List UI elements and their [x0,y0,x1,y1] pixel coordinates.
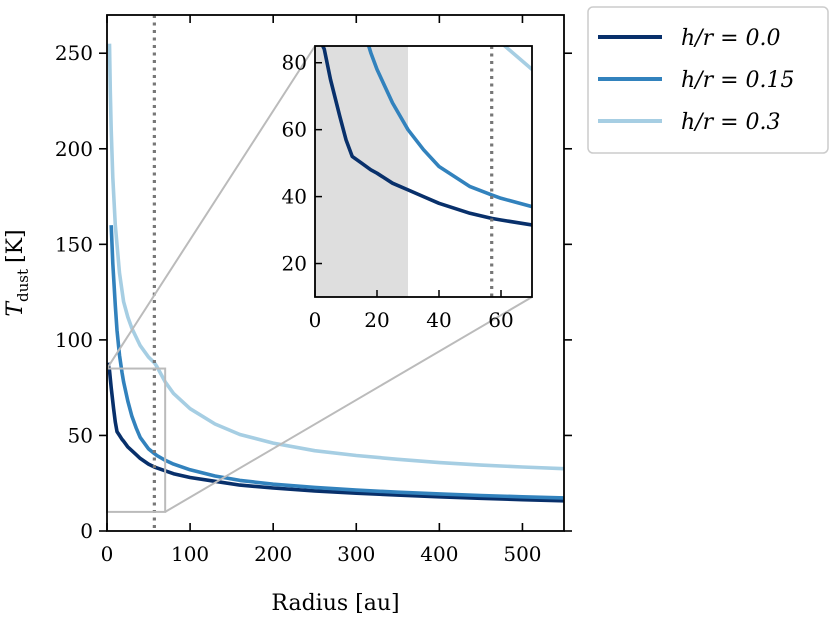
y-axis-title-subscript: dust [14,269,32,302]
x-tick-label-1: 100 [171,542,209,566]
x-tick-label-3: 300 [337,542,375,566]
inset-x-tick-label-0: 0 [309,308,322,332]
inset-x-tick-label-3: 60 [488,308,513,332]
main-axes-frame [106,14,565,532]
legend-label-1: h/r = 0.15 [681,68,795,93]
zoom-connector-top [106,45,316,370]
zoom-box [106,367,167,513]
x-axis-title: Radius [au] [271,591,399,616]
inset-x-tick-label-2: 40 [426,308,451,332]
series-line-0 [107,362,564,503]
legend: h/r = 0.0 h/r = 0.15 h/r = 0.3 [587,6,829,154]
y-axis-title-unit: [K] [3,229,28,263]
y-tick-label-1: 50 [68,423,93,447]
inset-y-tick-label-2: 60 [282,118,307,142]
legend-frame [587,6,829,154]
x-tick-label-0: 0 [101,542,114,566]
inset-plot-area: 0 20 40 60 20 40 60 80 [282,45,533,332]
inset-y-tick-label-1: 40 [282,185,307,209]
y-axis-title-symbol: T [3,300,28,317]
series-line-1 [109,225,564,500]
inset-y-tick-label-0: 20 [282,252,307,276]
inset-series-line-0 [320,46,532,227]
y-tick-label-2: 100 [55,328,93,352]
inset-axes-frame [314,45,533,298]
inset-series-line-2 [502,46,532,72]
inset-y-tick-label-3: 80 [282,51,307,75]
y-tick-label-4: 200 [55,137,93,161]
y-tick-label-5: 250 [55,41,93,65]
x-tick-label-5: 500 [503,542,541,566]
svg-text:Tdust[K]: Tdust [K] [3,229,32,316]
legend-label-2: h/r = 0.3 [681,110,781,135]
series-line-2 [107,43,564,471]
x-tick-label-2: 200 [254,542,292,566]
zoom-connector-bottom [164,296,533,513]
y-tick-label-3: 150 [55,232,93,256]
legend-label-0: h/r = 0.0 [681,26,781,51]
inset-x-tick-label-1: 20 [364,308,389,332]
y-axis-title: Tdust [K] [3,229,32,316]
x-tick-label-4: 400 [420,542,458,566]
inset-series-line-1 [366,46,532,209]
y-tick-label-0: 0 [80,519,93,543]
inset-shaded-region [315,46,408,297]
